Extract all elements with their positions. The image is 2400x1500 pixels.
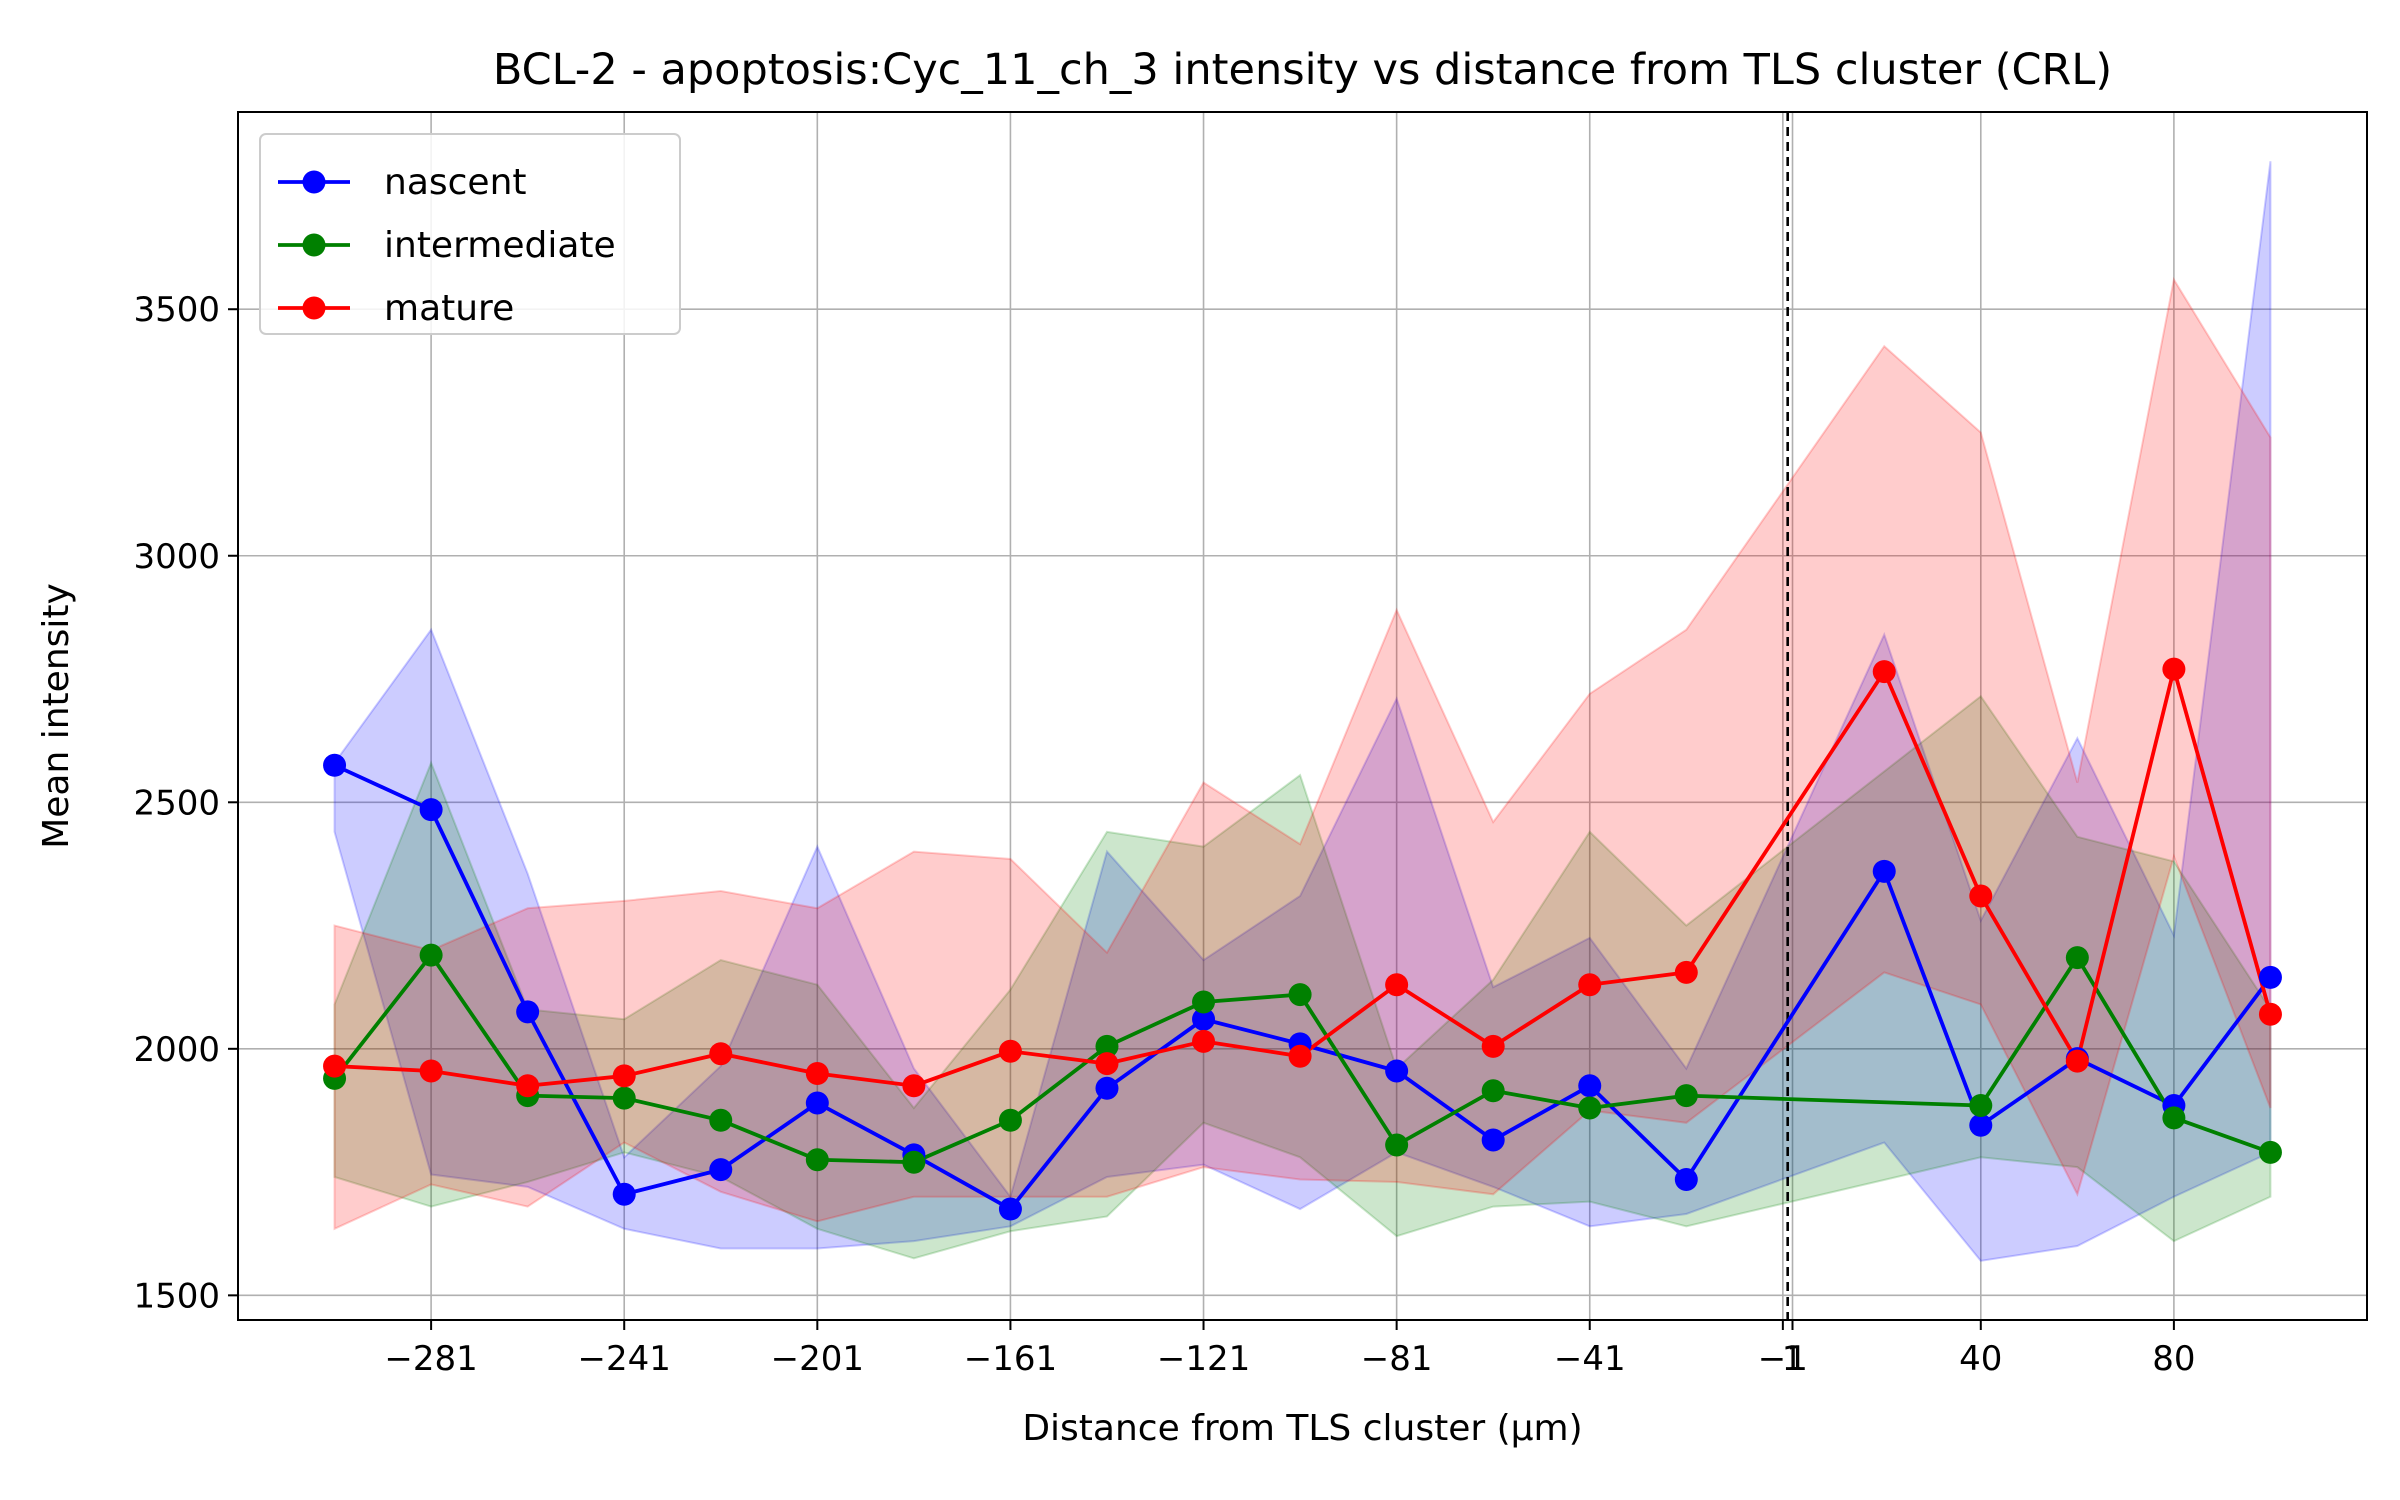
nascent-line bbox=[333, 763, 2272, 1211]
mature-point bbox=[1288, 1044, 1312, 1068]
nascent-point bbox=[2258, 965, 2282, 989]
y-tick-label: 2500 bbox=[133, 783, 220, 823]
y-tick-label: 3000 bbox=[133, 537, 220, 577]
mature-point bbox=[1385, 973, 1409, 997]
mature-point bbox=[612, 1064, 636, 1088]
x-tick-label: −41 bbox=[1554, 1339, 1626, 1379]
intermediate-point bbox=[998, 1108, 1022, 1132]
mature-point bbox=[2162, 657, 2186, 681]
legend: nascent intermediate mature bbox=[259, 133, 681, 335]
mature-point bbox=[1969, 884, 1993, 908]
nascent-legend-marker bbox=[302, 170, 326, 194]
intermediate-point bbox=[1288, 983, 1312, 1007]
plot-frame bbox=[237, 111, 2368, 1321]
mature-point bbox=[323, 1054, 347, 1078]
mature-line bbox=[334, 667, 2273, 1088]
x-tick-label: −161 bbox=[964, 1339, 1057, 1379]
nascent-point bbox=[1095, 1076, 1119, 1100]
x-tick-label: −81 bbox=[1361, 1339, 1433, 1379]
mature-legend-marker bbox=[302, 296, 326, 320]
x-tick-label: −281 bbox=[384, 1339, 477, 1379]
mature-band bbox=[333, 276, 2272, 1231]
series-points bbox=[323, 657, 2282, 1221]
nascent-point bbox=[1385, 1059, 1409, 1083]
x-axis-title: Distance from TLS cluster (μm) bbox=[1022, 1408, 1582, 1449]
mature-point bbox=[805, 1061, 829, 1085]
chart-title: BCL-2 - apoptosis:Cyc_11_ch_3 intensity … bbox=[493, 45, 2112, 95]
mature-point bbox=[1095, 1052, 1119, 1076]
mature-point bbox=[1481, 1034, 1505, 1058]
intermediate-legend-marker bbox=[302, 233, 326, 257]
intermediate-point bbox=[1578, 1096, 1602, 1120]
y-axis-title: Mean intensity bbox=[36, 583, 77, 849]
mature-point bbox=[998, 1039, 1022, 1063]
mature-point bbox=[1192, 1029, 1216, 1053]
x-tick-label: −121 bbox=[1157, 1339, 1250, 1379]
mature-point bbox=[2065, 1049, 2089, 1073]
nascent-legend-label: nascent bbox=[384, 162, 527, 203]
intermediate-point bbox=[2258, 1140, 2282, 1164]
intermediate-point bbox=[1481, 1079, 1505, 1103]
intermediate-point bbox=[419, 943, 443, 967]
x-tick-label: 40 bbox=[1959, 1339, 2002, 1379]
x-tick-label: 1 bbox=[1782, 1339, 1804, 1379]
y-tick-label: 2000 bbox=[133, 1030, 220, 1070]
nascent-point bbox=[1969, 1113, 1993, 1137]
nascent-point bbox=[709, 1158, 733, 1182]
nascent-point bbox=[1192, 1007, 1216, 1031]
nascent-point bbox=[516, 1000, 540, 1024]
intermediate-point bbox=[805, 1148, 829, 1172]
mature-point bbox=[516, 1074, 540, 1098]
intermediate-point bbox=[2162, 1106, 2186, 1130]
nascent-point bbox=[1481, 1128, 1505, 1152]
mature-point bbox=[902, 1074, 926, 1098]
mature-legend-label: mature bbox=[384, 288, 514, 329]
intermediate-point bbox=[1385, 1133, 1409, 1157]
intermediate-legend-label: intermediate bbox=[384, 225, 616, 266]
intermediate-point bbox=[1969, 1094, 1993, 1118]
mature-point bbox=[1674, 960, 1698, 984]
nascent-point bbox=[998, 1197, 1022, 1221]
mature-point bbox=[419, 1059, 443, 1083]
intermediate-point bbox=[2065, 946, 2089, 970]
nascent-point bbox=[419, 798, 443, 822]
mature-point bbox=[2258, 1002, 2282, 1026]
nascent-point bbox=[805, 1091, 829, 1115]
intermediate-point bbox=[709, 1108, 733, 1132]
x-tick-label: −241 bbox=[578, 1339, 671, 1379]
y-tick-label: 3500 bbox=[133, 290, 220, 330]
intermediate-point bbox=[1192, 990, 1216, 1014]
intermediate-point bbox=[1674, 1084, 1698, 1108]
mature-point bbox=[1872, 660, 1896, 684]
y-tick-label: 1500 bbox=[133, 1276, 220, 1316]
axis-ticks: −281 −241 −201 −161 −121 −81 −41 −11 40 80 1500 200… bbox=[133, 290, 2195, 1379]
mature-point bbox=[1578, 973, 1602, 997]
x-tick-label: −201 bbox=[771, 1339, 864, 1379]
nascent-point bbox=[1872, 859, 1896, 883]
nascent-point bbox=[323, 753, 347, 777]
intermediate-point bbox=[1095, 1034, 1119, 1058]
nascent-point bbox=[612, 1182, 636, 1206]
mature-point bbox=[709, 1042, 733, 1066]
intermediate-point bbox=[612, 1086, 636, 1110]
nascent-point bbox=[1578, 1074, 1602, 1098]
x-tick-label: −1 bbox=[1758, 1339, 1808, 1379]
legend-box bbox=[259, 133, 681, 335]
x-tick-label: 80 bbox=[2152, 1339, 2195, 1379]
nascent-point bbox=[1674, 1167, 1698, 1191]
intermediate-point bbox=[902, 1150, 926, 1174]
